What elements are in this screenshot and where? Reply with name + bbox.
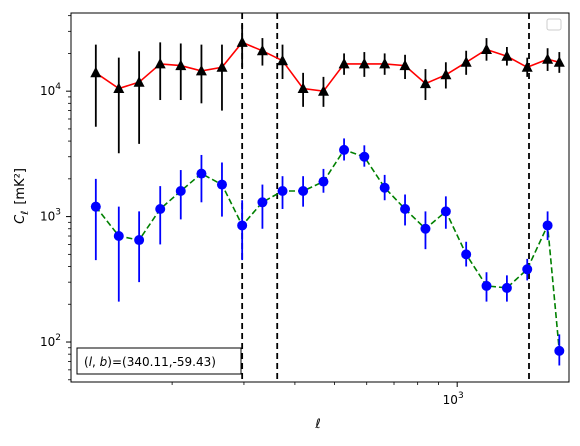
series-0	[90, 24, 565, 154]
series-1-point-15	[400, 203, 411, 214]
series-0-point-8	[256, 44, 268, 56]
series-0-point-7	[236, 36, 248, 47]
series-0-point-0	[90, 66, 102, 78]
series-0-point-19	[481, 43, 492, 54]
series-1-point-2	[134, 235, 145, 246]
series-0-line	[95, 41, 560, 93]
series-0-point-6	[216, 61, 228, 72]
y-axis-label-main: C	[13, 214, 28, 224]
series-1-point-0	[90, 201, 101, 212]
legend-box	[546, 18, 562, 31]
series-layer	[90, 24, 565, 366]
annotation-b: b	[100, 355, 108, 369]
series-1-point-17	[440, 206, 451, 217]
y-tick-label-0: 102	[40, 333, 61, 349]
series-0-point-17	[440, 68, 452, 80]
series-1-point-12	[339, 144, 350, 155]
series-1-point-8	[257, 197, 268, 208]
x-axis-label: ℓ	[314, 417, 320, 432]
series-1-point-9	[277, 185, 288, 196]
series-0-point-21	[521, 61, 533, 72]
series-1-point-18	[461, 249, 472, 260]
series-0-point-20	[501, 50, 513, 61]
series-0-point-1	[113, 82, 125, 93]
series-1-point-16	[420, 223, 431, 234]
series-1-point-10	[298, 185, 309, 196]
vertical-markers	[241, 13, 530, 382]
series-0-point-22	[542, 53, 554, 64]
series-0-point-10	[297, 82, 309, 93]
series-1-point-13	[359, 151, 370, 162]
series-0-point-4	[175, 59, 187, 71]
series-1-point-23	[554, 345, 565, 356]
series-1-point-7	[237, 220, 248, 231]
series-0-point-12	[338, 57, 350, 69]
series-0-point-11	[318, 85, 329, 96]
annotation-text: (l, b)=(340.11,-59.43)	[84, 355, 216, 369]
series-1-point-22	[542, 220, 553, 231]
series-1-point-5	[196, 168, 207, 179]
annotation-box: (l, b)=(340.11,-59.43)	[76, 347, 242, 375]
y-tick-label-2: 104	[40, 82, 61, 98]
series-0-point-9	[277, 54, 288, 66]
series-1-point-1	[113, 231, 124, 242]
series-1-point-6	[216, 179, 227, 190]
series-1-point-14	[379, 182, 390, 193]
series-0-point-14	[379, 57, 391, 69]
y-axis-label: Cℓ [mK²]	[13, 168, 31, 224]
series-0-point-23	[553, 56, 565, 67]
y-axis-label-unit: [mK²]	[13, 168, 28, 205]
series-1-point-19	[481, 280, 492, 291]
series-0-point-16	[420, 77, 431, 89]
series-0-point-2	[133, 76, 145, 87]
series-0-point-13	[358, 57, 370, 69]
series-0-point-3	[154, 57, 166, 69]
axis-ticks: 102 103 104 103	[40, 15, 464, 407]
series-1	[90, 138, 565, 366]
y-tick-label-1: 103	[40, 208, 61, 224]
series-1-point-21	[522, 264, 533, 275]
series-1-point-3	[155, 203, 166, 214]
y-axis-label-sub: ℓ	[20, 211, 31, 215]
annotation-l: l	[89, 355, 93, 369]
plot-frame	[70, 12, 570, 383]
series-1-point-11	[318, 176, 329, 187]
series-0-point-18	[460, 56, 472, 67]
series-0-point-5	[195, 64, 207, 76]
series-1-point-4	[175, 185, 186, 196]
series-1-point-20	[501, 282, 512, 293]
series-0-point-15	[399, 59, 411, 71]
x-tick-label-0: 103	[443, 391, 464, 407]
annotation-coords: =(340.11,-59.43)	[112, 355, 216, 369]
